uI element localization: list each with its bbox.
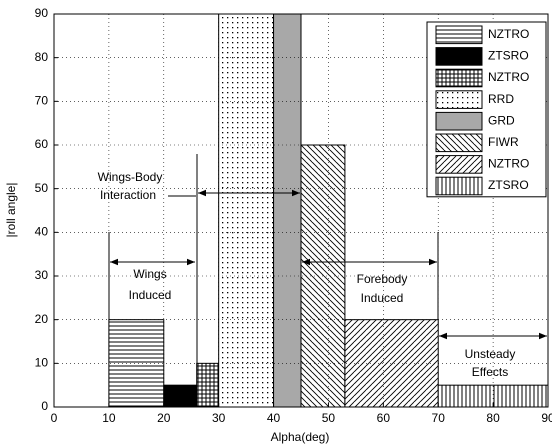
y-tick-label: 70 — [35, 94, 49, 108]
legend-swatch — [435, 25, 483, 45]
legend-label: ZTSRO — [488, 49, 529, 63]
bar — [218, 13, 275, 408]
x-tick-label: 90 — [541, 411, 552, 425]
annotation: Induced — [129, 288, 172, 302]
plot-frame — [53, 13, 549, 408]
legend-swatch — [435, 90, 483, 109]
bar — [108, 319, 165, 408]
bar — [163, 384, 198, 408]
annotations: Wings-Body Interaction Wings Induced For… — [98, 154, 547, 379]
annotation: Forebody — [357, 272, 408, 286]
annotation: Unsteady — [465, 347, 516, 361]
y-tick-label: 10 — [35, 356, 49, 370]
y-tick-label: 60 — [35, 137, 49, 151]
annotation: Wings-Body — [98, 170, 163, 184]
y-axis-label: |roll angle| — [4, 183, 18, 238]
y-tick-label: 90 — [35, 6, 49, 20]
annotation: Interaction — [100, 188, 156, 202]
legend-label: NZTRO — [488, 70, 529, 84]
annotation: Wings — [133, 267, 166, 281]
bar — [273, 13, 302, 408]
legend-swatch — [435, 47, 483, 66]
annotation: Induced — [361, 291, 404, 305]
x-tick-label: 20 — [157, 411, 171, 425]
x-tick-label: 80 — [486, 411, 500, 425]
legend-label: GRD — [488, 113, 515, 127]
legend-swatch — [435, 68, 483, 88]
y-tick-label: 30 — [35, 268, 49, 282]
legend-label: NZTRO — [488, 157, 529, 171]
bar — [196, 362, 220, 408]
x-tick-label: 0 — [51, 411, 58, 425]
y-tick-label: 50 — [35, 181, 49, 195]
y-tick-label: 20 — [35, 312, 49, 326]
legend-label: NZTRO — [488, 27, 529, 41]
x-axis-label: Alpha(deg) — [271, 430, 330, 444]
y-tick-label: 80 — [35, 50, 49, 64]
legend-label: FIWR — [488, 135, 519, 149]
legend-swatch — [435, 176, 483, 196]
annotation: Effects — [472, 365, 508, 379]
y-tick-label: 40 — [35, 225, 49, 239]
x-tick-label: 40 — [267, 411, 281, 425]
x-tick-label: 70 — [432, 411, 446, 425]
legend-swatch — [435, 111, 483, 131]
legend-swatch — [435, 155, 483, 174]
x-tick-label: 10 — [102, 411, 116, 425]
y-tick-label: 0 — [41, 399, 48, 413]
x-tick-label: 50 — [322, 411, 336, 425]
x-tick-label: 30 — [212, 411, 226, 425]
x-tick-label: 60 — [377, 411, 391, 425]
legend-label: RRD — [488, 92, 514, 106]
legend-label: ZTSRO — [488, 178, 529, 192]
legend-swatch — [435, 133, 483, 153]
